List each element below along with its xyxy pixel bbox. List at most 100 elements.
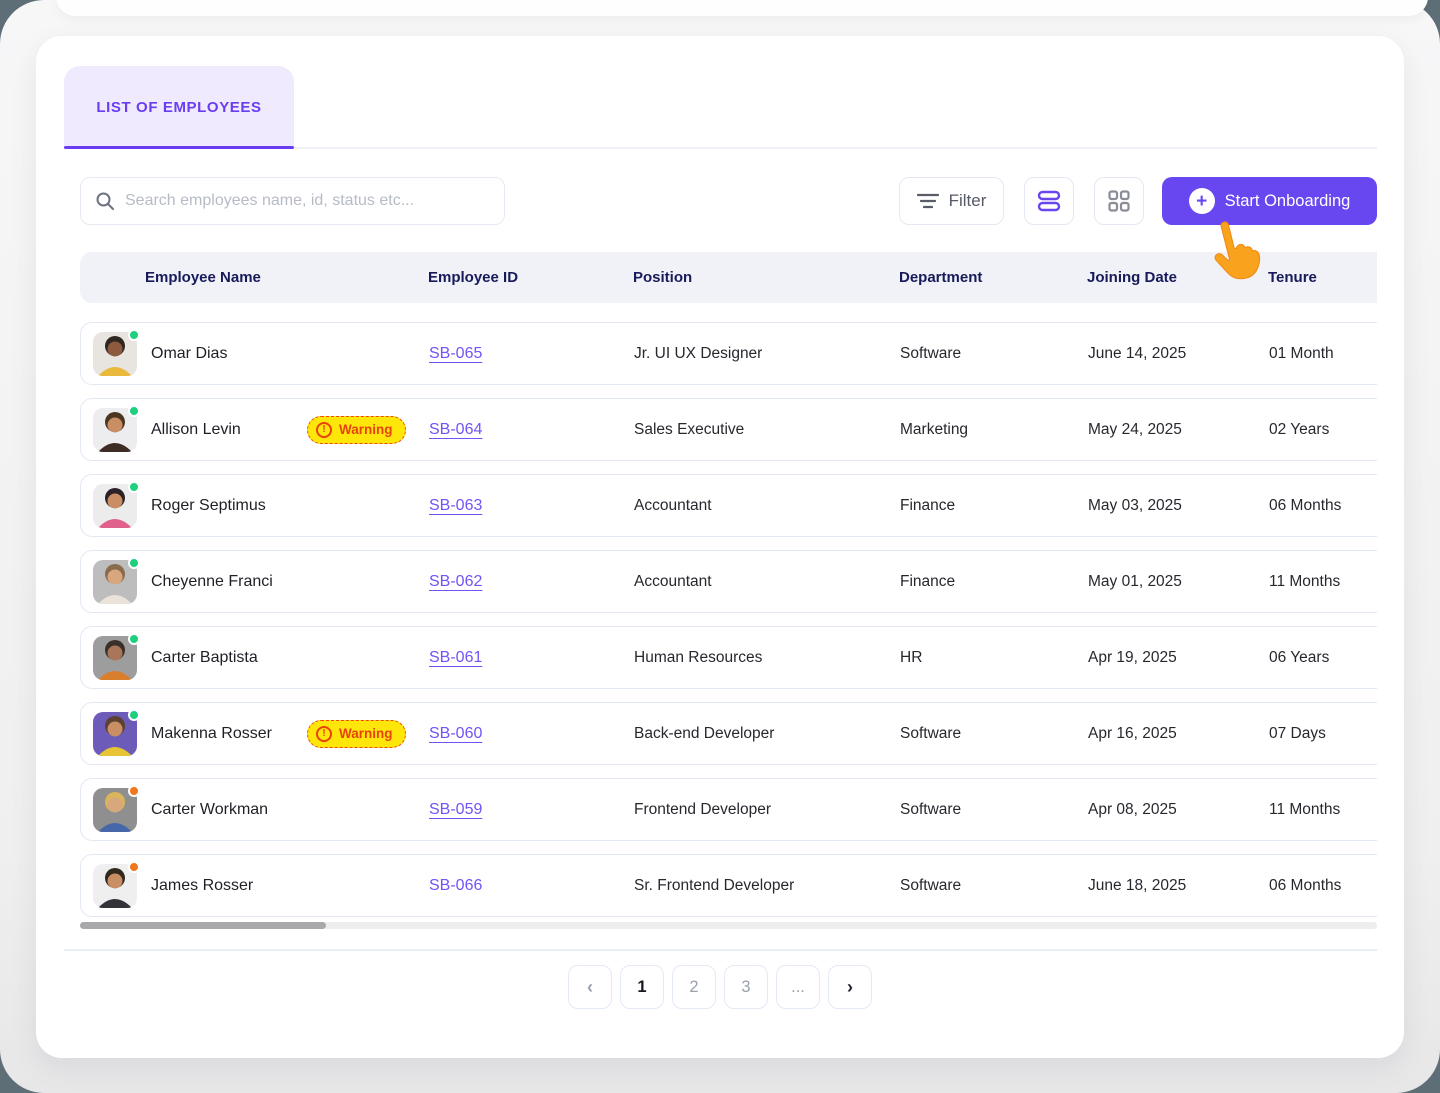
table-row[interactable]: Omar Dias SB-065 Jr. UI UX Designer Soft… xyxy=(80,322,1377,385)
search-box[interactable] xyxy=(80,177,505,225)
column-header: Employee Name xyxy=(145,269,261,286)
column-header: Joining Date xyxy=(1087,269,1178,286)
status-dot xyxy=(128,632,140,645)
grid-view-toggle[interactable] xyxy=(1094,177,1144,225)
joining-date-cell: June 18, 2025 xyxy=(1088,876,1187,894)
joining-date-cell: June 14, 2025 xyxy=(1088,344,1187,362)
warning-badge: ! Warning xyxy=(307,415,406,444)
department-cell: HR xyxy=(900,648,923,666)
position-cell: Sr. Frontend Developer xyxy=(634,876,795,894)
column-header: Tenure xyxy=(1268,269,1317,286)
employee-table-body: Omar Dias SB-065 Jr. UI UX Designer Soft… xyxy=(80,322,1377,917)
toolbar: Filter + Start Onboarding xyxy=(80,177,1377,225)
footer-divider xyxy=(64,949,1377,951)
table-row[interactable]: Makenna Rosser ! Warning SB-060 Back-end… xyxy=(80,702,1377,765)
tab-divider xyxy=(64,147,1377,149)
department-cell: Finance xyxy=(900,572,956,590)
position-cell: Accountant xyxy=(634,496,712,514)
employee-id-link[interactable]: SB-060 xyxy=(429,724,483,742)
joining-date-cell: May 24, 2025 xyxy=(1088,420,1182,438)
avatar-image xyxy=(93,787,137,832)
employee-name: Carter Baptista xyxy=(151,648,258,666)
position-cell: Human Resources xyxy=(634,648,763,666)
tenure-cell: 01 Month xyxy=(1269,344,1334,362)
position-cell: Jr. UI UX Designer xyxy=(634,344,763,362)
pagination-next-button[interactable]: › xyxy=(828,965,872,1009)
filter-label: Filter xyxy=(948,191,987,210)
employee-name: Roger Septimus xyxy=(151,496,266,514)
status-dot xyxy=(128,708,140,721)
pagination-page-3[interactable]: 3 xyxy=(724,965,768,1009)
tenure-cell: 02 Years xyxy=(1269,420,1330,438)
search-input[interactable] xyxy=(125,192,490,210)
tenure-cell: 06 Years xyxy=(1269,648,1330,666)
department-cell: Software xyxy=(900,724,962,742)
pagination-page-2[interactable]: 2 xyxy=(672,965,716,1009)
status-dot xyxy=(128,328,140,341)
employee-name: Allison Levin xyxy=(151,420,241,438)
employee-name: Cheyenne Franci xyxy=(151,572,273,590)
joining-date-cell: Apr 19, 2025 xyxy=(1088,648,1177,666)
position-cell: Accountant xyxy=(634,572,712,590)
column-header: Department xyxy=(899,269,983,286)
warning-icon: ! xyxy=(316,421,332,438)
filter-icon xyxy=(916,193,939,209)
employee-id-link[interactable]: SB-059 xyxy=(429,800,483,818)
start-onboarding-button[interactable]: + Start Onboarding xyxy=(1162,177,1377,225)
department-cell: Software xyxy=(900,344,962,362)
table-row[interactable]: Cheyenne Franci SB-062 Accountant Financ… xyxy=(80,550,1377,613)
table-row[interactable]: Carter Baptista SB-061 Human Resources H… xyxy=(80,626,1377,689)
table-row[interactable]: Roger Septimus SB-063 Accountant Finance… xyxy=(80,474,1377,537)
avatar-image xyxy=(93,711,137,756)
employee-name: Omar Dias xyxy=(151,344,228,362)
table-row[interactable]: Carter Workman SB-059 Frontend Developer… xyxy=(80,778,1377,841)
table-row[interactable]: Allison Levin ! Warning SB-064 Sales Exe… xyxy=(80,398,1377,461)
tenure-cell: 07 Days xyxy=(1269,724,1326,742)
employee-id-link[interactable]: SB-065 xyxy=(429,344,483,362)
employee-name-cell: Allison Levin ! Warning xyxy=(81,399,429,460)
status-dot xyxy=(128,404,140,417)
tenure-cell: 11 Months xyxy=(1269,800,1341,818)
status-dot xyxy=(128,556,140,569)
employee-id-link[interactable]: SB-064 xyxy=(429,420,483,438)
pagination-prev-button[interactable]: ‹ xyxy=(568,965,612,1009)
tenure-cell: 06 Months xyxy=(1269,496,1342,514)
employee-name-cell: Cheyenne Franci xyxy=(81,551,429,612)
avatar xyxy=(93,404,140,452)
tab-list-of-employees[interactable]: LIST OF EMPLOYEES xyxy=(64,66,294,148)
list-view-toggle[interactable] xyxy=(1024,177,1074,225)
avatar-image xyxy=(93,483,137,528)
status-dot xyxy=(128,860,140,873)
plus-icon: + xyxy=(1188,188,1215,214)
employee-name-cell: Carter Baptista xyxy=(81,627,429,688)
employee-name-cell: Omar Dias xyxy=(81,323,429,384)
table-row[interactable]: James Rosser SB-066 Sr. Frontend Develop… xyxy=(80,854,1377,917)
employee-id-link[interactable]: SB-066 xyxy=(429,876,483,894)
filter-button[interactable]: Filter xyxy=(899,177,1004,225)
joining-date-cell: Apr 16, 2025 xyxy=(1088,724,1177,742)
column-header: Position xyxy=(633,269,693,286)
joining-date-cell: May 01, 2025 xyxy=(1088,572,1182,590)
employee-table: Employee Name Employee ID Position Departme… xyxy=(80,252,1377,928)
grid-view-icon xyxy=(1108,190,1130,212)
avatar-image xyxy=(93,559,137,604)
pagination-page-...[interactable]: ... xyxy=(776,965,820,1009)
joining-date-cell: Apr 08, 2025 xyxy=(1088,800,1177,818)
avatar-image xyxy=(93,635,137,680)
employee-name-cell: Roger Septimus xyxy=(81,475,429,536)
employee-id-link[interactable]: SB-061 xyxy=(429,648,483,666)
employee-id-link[interactable]: SB-063 xyxy=(429,496,483,514)
status-dot xyxy=(128,784,140,797)
employee-id-link[interactable]: SB-062 xyxy=(429,572,483,590)
avatar-image xyxy=(93,407,137,452)
position-cell: Sales Executive xyxy=(634,420,745,438)
avatar-image xyxy=(93,863,137,908)
warning-label: Warning xyxy=(339,422,393,437)
horizontal-scrollbar[interactable] xyxy=(80,922,1377,929)
avatar xyxy=(93,632,140,680)
warning-label: Warning xyxy=(339,726,393,741)
pagination-page-1[interactable]: 1 xyxy=(620,965,664,1009)
stacked-card-top xyxy=(56,0,1428,16)
department-cell: Finance xyxy=(900,496,956,514)
horizontal-scrollbar-thumb[interactable] xyxy=(80,922,326,929)
